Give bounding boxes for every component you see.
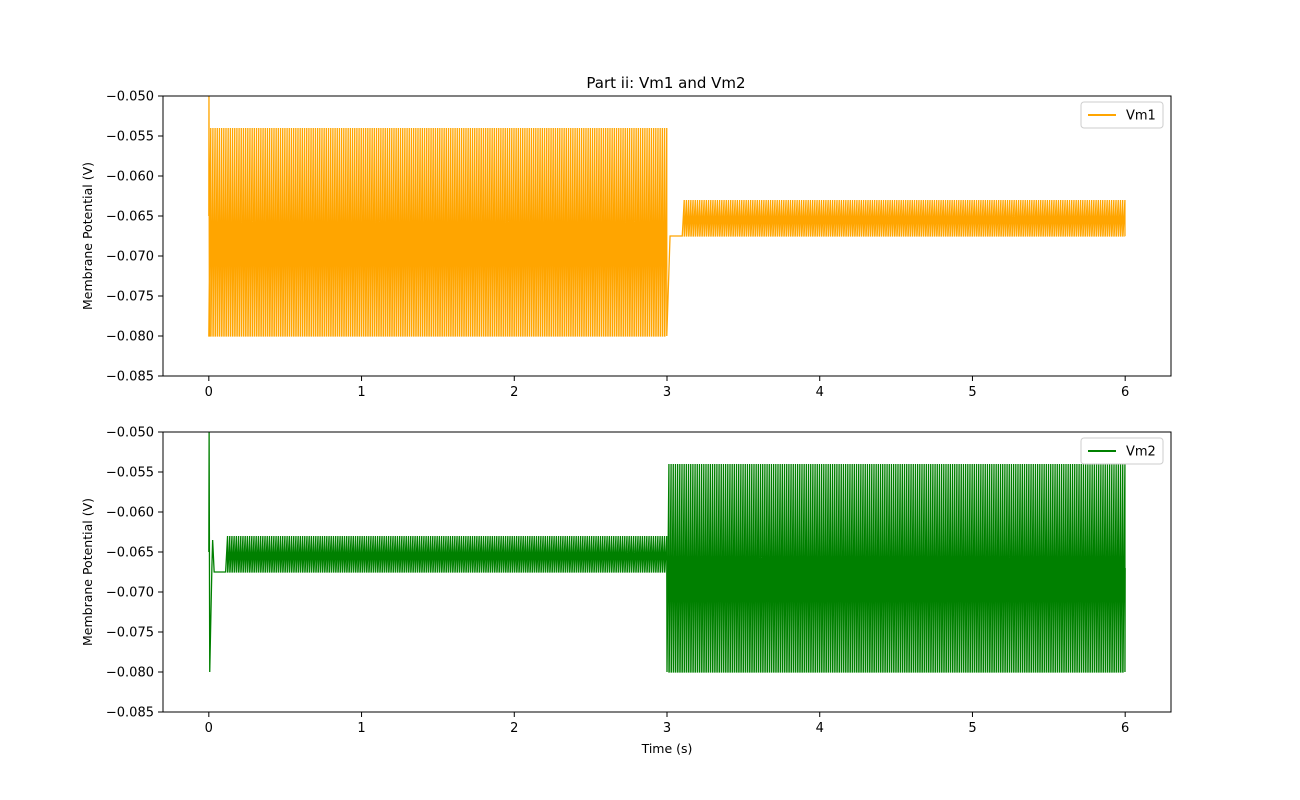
y-tick-label: −0.065: [106, 546, 154, 561]
series-group: [208, 96, 1126, 337]
plot-panel-vm1: 0 1 2 3 4 5 6 −0.085 −0.080 −0.075 −0.070 −0.065 −0.…: [80, 90, 1172, 400]
y-tick-label: −0.050: [106, 90, 154, 105]
y-tick-label: −0.055: [106, 130, 154, 145]
series-line-vm2: [208, 432, 1126, 673]
y-tick-label: −0.085: [106, 370, 154, 385]
x-tick-label: 2: [510, 721, 518, 736]
x-tick-label: 5: [968, 385, 976, 400]
x-tick-label: 0: [205, 721, 213, 736]
x-tick-label: 4: [816, 385, 824, 400]
x-tick-label: 5: [968, 721, 976, 736]
plot-panel-vm2: 0 1 2 3 4 5 6 −0.085 −0.080 −0.075 −0.070 −0.065 −0.…: [80, 426, 1172, 756]
y-tick-label: −0.070: [106, 586, 154, 601]
x-tick-label: 6: [1121, 385, 1129, 400]
y-tick-label: −0.070: [106, 250, 154, 265]
legend: Vm1: [1080, 101, 1164, 129]
x-tick-label: 6: [1121, 721, 1129, 736]
y-tick-label: −0.075: [106, 290, 154, 305]
x-tick-label: 1: [357, 721, 365, 736]
y-tick-label: −0.060: [106, 506, 154, 521]
y-axis-label: Membrane Potential (V): [80, 162, 95, 310]
y-tick-label: −0.075: [106, 626, 154, 641]
y-tick-label: −0.085: [106, 706, 154, 721]
legend: Vm2: [1080, 437, 1164, 465]
y-tick-label: −0.080: [106, 330, 154, 345]
y-tick-label: −0.080: [106, 666, 154, 681]
x-tick-label: 1: [357, 385, 365, 400]
x-axis-label: Time (s): [641, 741, 693, 756]
x-tick-label: 3: [663, 385, 671, 400]
legend-box: [1080, 437, 1164, 465]
y-tick-label: −0.055: [106, 466, 154, 481]
legend-label-vm2: Vm2: [1126, 445, 1156, 460]
y-axis-label: Membrane Potential (V): [80, 498, 95, 646]
y-tick-label: −0.065: [106, 210, 154, 225]
x-tick-label: 3: [663, 721, 671, 736]
x-tick-label: 2: [510, 385, 518, 400]
x-tick-label: 0: [205, 385, 213, 400]
y-tick-label: −0.050: [106, 426, 154, 441]
y-tick-label: −0.060: [106, 170, 154, 185]
series-group: [208, 432, 1126, 673]
legend-box: [1080, 101, 1164, 129]
legend-label-vm1: Vm1: [1126, 109, 1156, 124]
chart-title: Part ii: Vm1 and Vm2: [586, 74, 745, 92]
series-line-vm1: [208, 96, 1126, 337]
x-tick-label: 4: [816, 721, 824, 736]
